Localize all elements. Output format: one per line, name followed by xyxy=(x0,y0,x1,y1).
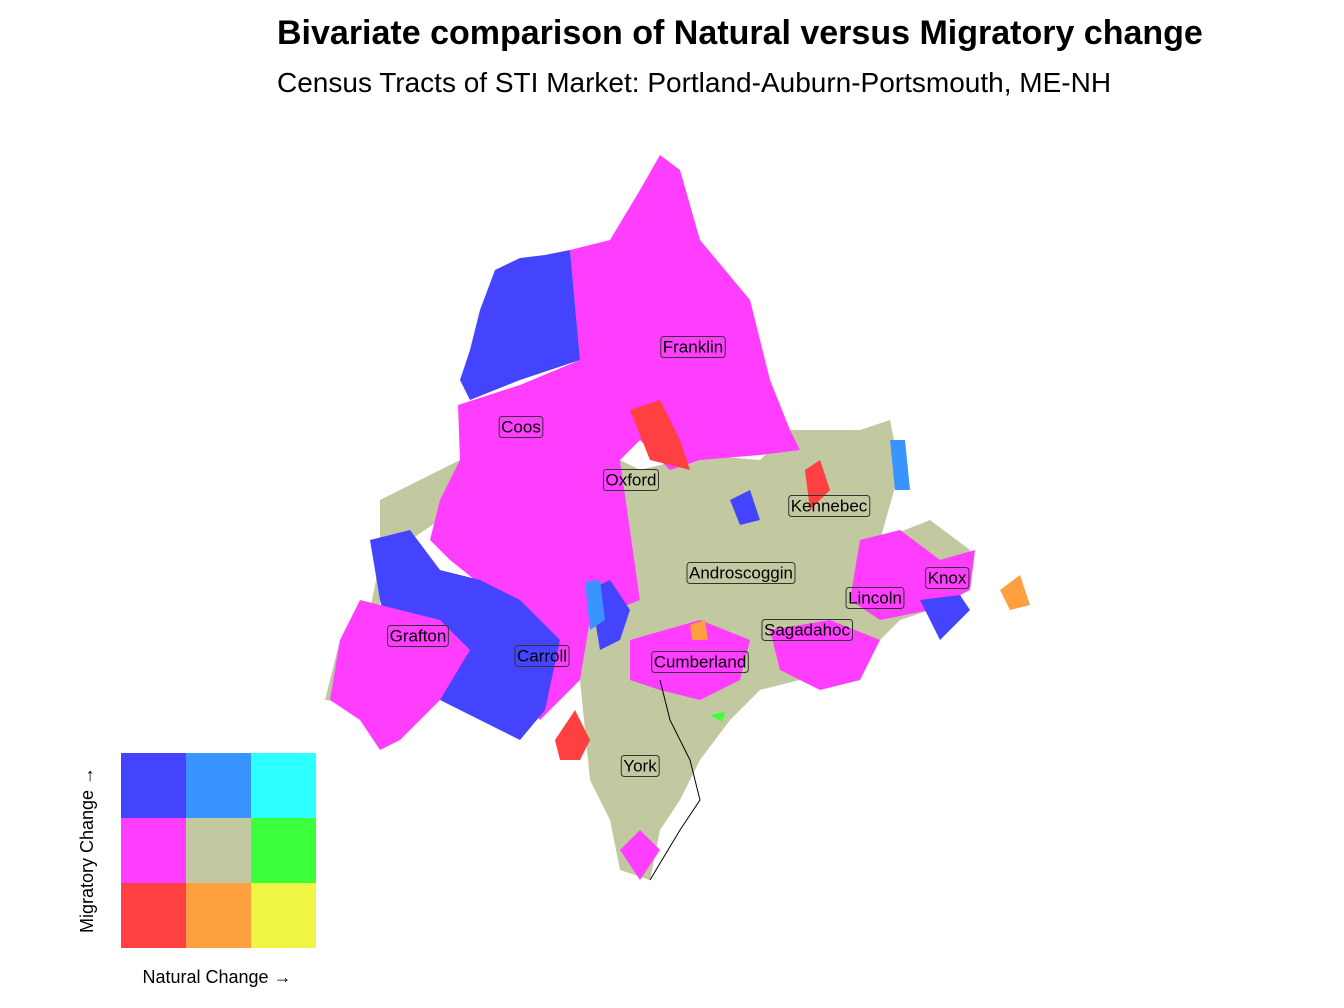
county-label-box xyxy=(761,618,854,641)
legend-cell xyxy=(121,753,186,818)
legend-cell xyxy=(251,818,316,883)
map xyxy=(325,155,1030,881)
legend-cell xyxy=(186,883,251,948)
subtitle: Census Tracts of STI Market: Portland-Au… xyxy=(277,67,1111,98)
county-label-box xyxy=(620,754,660,777)
county-label-box xyxy=(788,494,871,517)
county-label: Coos xyxy=(501,417,541,436)
legend-cell xyxy=(121,818,186,883)
county-label: York xyxy=(623,756,657,775)
county-label: Knox xyxy=(928,568,967,587)
county-label-box xyxy=(498,415,544,438)
legend-y-label: Migratory Change → xyxy=(77,767,97,933)
county-label: Cumberland xyxy=(654,652,747,671)
county-labels: Franklin Coos Oxford Kennebec Androscoggin Kn… xyxy=(387,335,970,777)
county-label: Lincoln xyxy=(848,588,902,607)
legend-cell xyxy=(251,753,316,818)
county-label-box xyxy=(602,468,660,491)
legend xyxy=(121,753,316,948)
county-label: Kennebec xyxy=(791,496,868,515)
county-label-box xyxy=(925,566,970,589)
county-label-box xyxy=(686,561,796,584)
county-label-box xyxy=(845,586,905,609)
legend-x-label: Natural Change → xyxy=(142,967,291,987)
county-label: Grafton xyxy=(390,626,447,645)
county-label: Sagadahoc xyxy=(764,620,851,639)
county-label-box xyxy=(660,335,726,358)
county-label: Androscoggin xyxy=(689,563,793,582)
legend-cell xyxy=(251,883,316,948)
legend-cell xyxy=(121,883,186,948)
legend-cell xyxy=(186,753,251,818)
legend-cell xyxy=(186,818,251,883)
county-label: Carroll xyxy=(517,646,567,665)
county-label: Franklin xyxy=(663,337,723,356)
county-label-box xyxy=(651,650,749,673)
title: Bivariate comparison of Natural versus M… xyxy=(277,14,1203,52)
county-label-box xyxy=(387,624,449,647)
county-label: Oxford xyxy=(605,470,656,489)
county-label-box xyxy=(514,644,570,667)
